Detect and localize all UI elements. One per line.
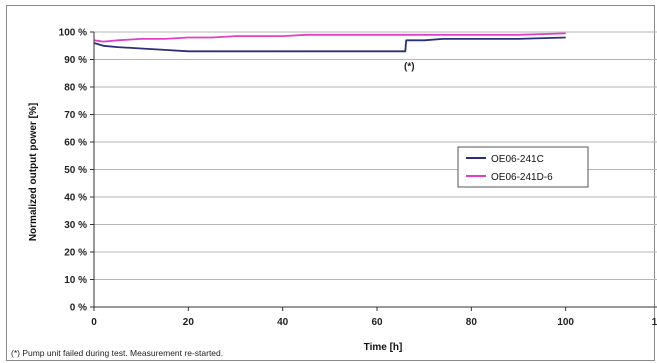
x-tick-label-0: 0 (91, 317, 97, 328)
y-tick-label-1: 10 % (64, 275, 87, 286)
series-line-0 (93, 36, 566, 53)
x-tick-label-4: 80 (466, 317, 478, 328)
y-tick-label-9: 90 % (64, 55, 87, 66)
x-tick-labels: 0 20 40 60 80 100 120 (91, 317, 657, 328)
legend: OE06-241C OE06-241D-6 (457, 146, 589, 188)
y-tick-labels: 0 % 10 % 20 % 30 % 40 % 50 % 60 % 70 % 80 % 90 % 1… (59, 28, 87, 314)
y-tick-label-4: 40 % (64, 193, 87, 204)
y-tick-label-3: 30 % (64, 220, 87, 231)
legend-label-1: OE06-241D-6 (491, 172, 553, 183)
x-tick-label-2: 40 (277, 317, 289, 328)
y-tick-label-0: 0 % (70, 303, 87, 314)
x-tick-label-1: 20 (183, 317, 195, 328)
y-tick-label-8: 80 % (64, 83, 87, 94)
axes (90, 31, 657, 311)
y-tick-label-5: 50 % (64, 165, 87, 176)
x-tick-label-3: 60 (371, 317, 383, 328)
series-line-1 (93, 32, 566, 43)
legend-label-0: OE06-241C (491, 154, 544, 165)
legend-box (457, 146, 589, 188)
y-tick-label-6: 60 % (64, 138, 87, 149)
y-tick-label-2: 20 % (64, 248, 87, 259)
x-axis-label: Time [h] (364, 342, 403, 353)
y-axis-label: Normalized output power [%] (28, 103, 39, 241)
y-tick-label-7: 70 % (64, 110, 87, 121)
y-tick-label-10: 100 % (59, 28, 87, 39)
series-layer (93, 32, 566, 53)
x-tick-label-6: 120 (652, 317, 657, 328)
x-tick-label-5: 100 (557, 317, 574, 328)
annotation-label: (*) (404, 62, 415, 73)
footnote: (*) Pump unit failed during test. Measur… (11, 348, 223, 358)
